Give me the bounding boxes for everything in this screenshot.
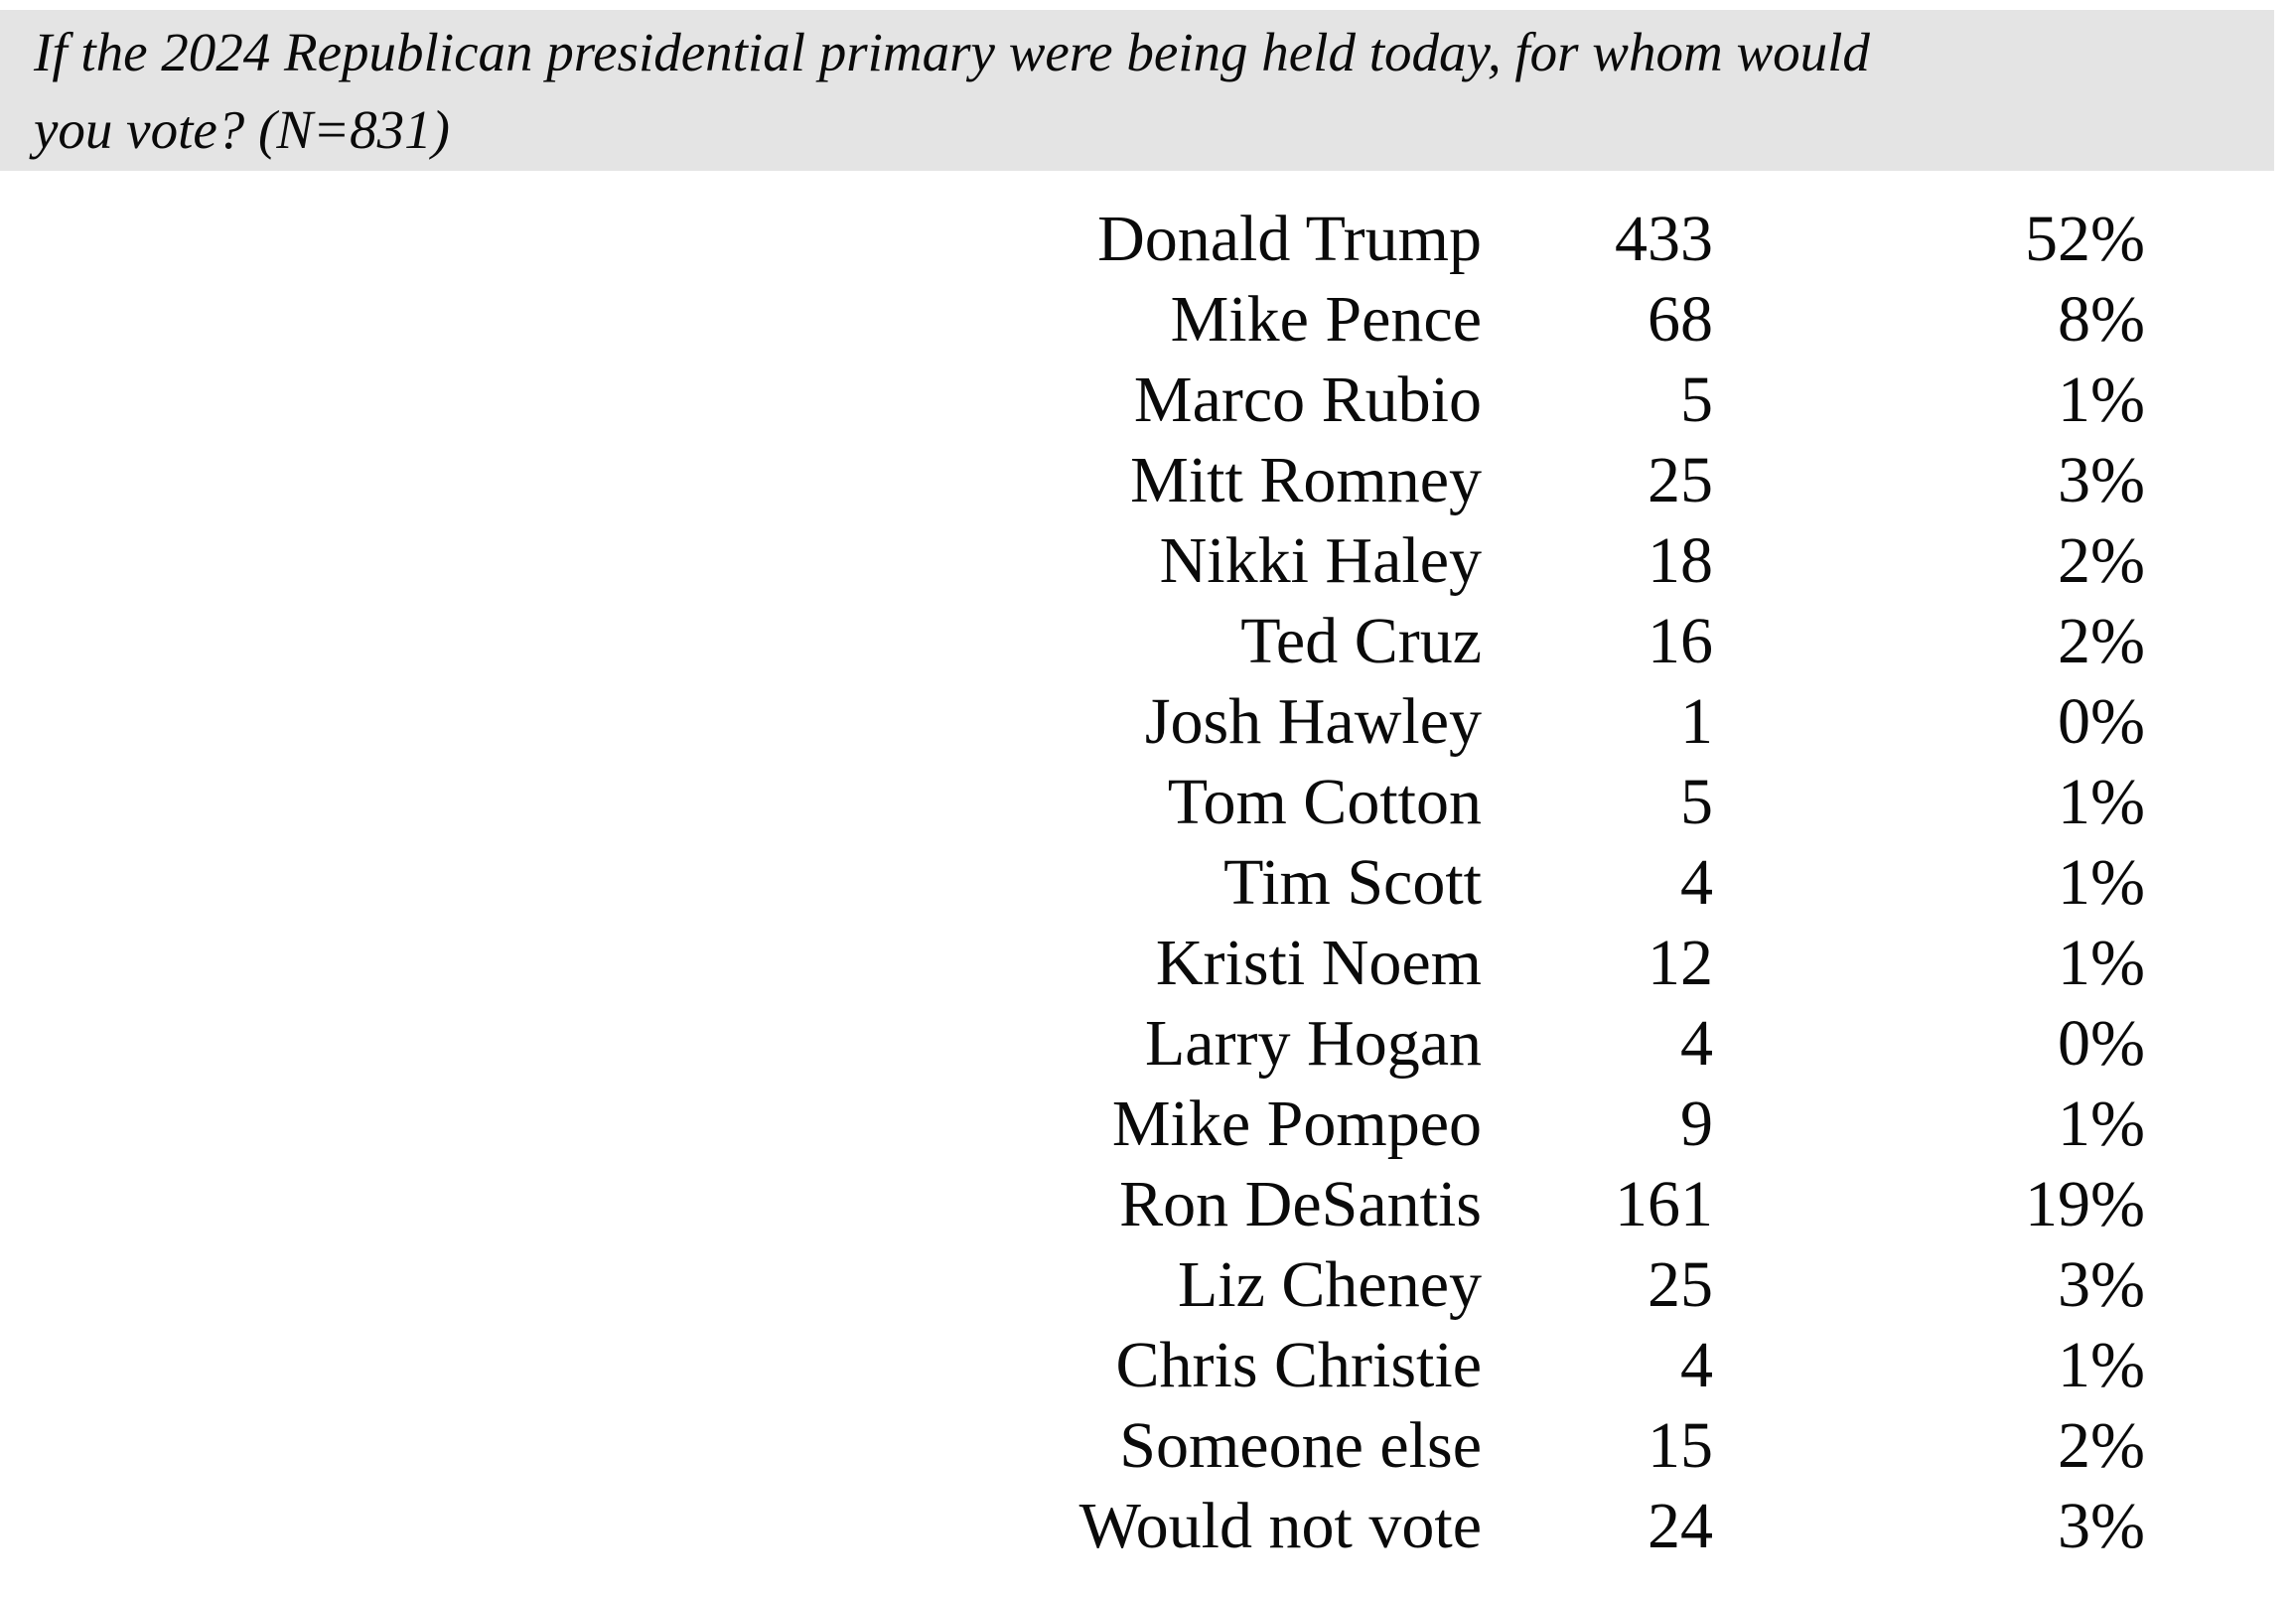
table-row: Tim Scott 4 1% [0,842,2145,923]
candidate-name: Would not vote [1078,1490,1482,1562]
table-row: Someone else 15 2% [0,1405,2145,1486]
candidate-name: Josh Hawley [1144,685,1482,758]
vote-count: 4 [1680,1329,1713,1401]
vote-percent: 2% [2058,605,2145,677]
candidate-name: Liz Cheney [1177,1248,1482,1321]
table-row: Josh Hawley 1 0% [0,681,2145,762]
vote-percent: 19% [2025,1168,2145,1240]
table-row: Larry Hogan 4 0% [0,1003,2145,1084]
results-table: Donald Trump 433 52% Mike Pence 68 8% Marco Ru… [0,199,2145,1566]
vote-count: 24 [1648,1490,1713,1562]
candidate-name: Chris Christie [1115,1329,1482,1401]
vote-count: 9 [1680,1088,1713,1160]
vote-percent: 52% [2025,203,2145,275]
vote-count: 25 [1648,444,1713,516]
vote-count: 68 [1648,283,1713,356]
vote-percent: 3% [2058,1248,2145,1321]
vote-count: 4 [1680,1007,1713,1080]
table-row: Liz Cheney 25 3% [0,1244,2145,1325]
table-row: Mike Pence 68 8% [0,279,2145,360]
vote-percent: 1% [2058,846,2145,919]
candidate-name: Someone else [1119,1409,1482,1482]
candidate-name: Ted Cruz [1240,605,1482,677]
vote-count: 5 [1680,766,1713,838]
vote-percent: 3% [2058,444,2145,516]
candidate-name: Nikki Haley [1159,524,1482,597]
vote-percent: 2% [2058,1409,2145,1482]
table-row: Mike Pompeo 9 1% [0,1084,2145,1164]
vote-count: 1 [1680,685,1713,758]
question-text-line1: If the 2024 Republican presidential prim… [34,22,1870,82]
candidate-name: Mike Pompeo [1111,1088,1482,1160]
vote-count: 12 [1648,927,1713,999]
vote-count: 16 [1648,605,1713,677]
candidate-name: Marco Rubio [1133,363,1482,436]
vote-count: 4 [1680,846,1713,919]
table-row: Donald Trump 433 52% [0,199,2145,279]
candidate-name: Larry Hogan [1144,1007,1482,1080]
table-row: Ted Cruz 16 2% [0,601,2145,681]
vote-count: 15 [1648,1409,1713,1482]
candidate-name: Mike Pence [1170,283,1482,356]
vote-count: 25 [1648,1248,1713,1321]
table-row: Kristi Noem 12 1% [0,923,2145,1003]
vote-percent: 0% [2058,1007,2145,1080]
vote-percent: 1% [2058,1088,2145,1160]
candidate-name: Donald Trump [1097,203,1482,275]
table-row: Chris Christie 4 1% [0,1325,2145,1405]
table-row: Nikki Haley 18 2% [0,520,2145,601]
vote-count: 18 [1648,524,1713,597]
candidate-name: Ron DeSantis [1119,1168,1482,1240]
vote-percent: 1% [2058,766,2145,838]
vote-count: 433 [1615,203,1713,275]
vote-percent: 0% [2058,685,2145,758]
table-row: Would not vote 24 3% [0,1486,2145,1566]
vote-percent: 8% [2058,283,2145,356]
candidate-name: Tom Cotton [1167,766,1482,838]
candidate-name: Tim Scott [1223,846,1482,919]
table-row: Ron DeSantis 161 19% [0,1164,2145,1244]
vote-percent: 1% [2058,363,2145,436]
vote-percent: 3% [2058,1490,2145,1562]
vote-percent: 1% [2058,927,2145,999]
vote-count: 5 [1680,363,1713,436]
candidate-name: Mitt Romney [1130,444,1482,516]
vote-count: 161 [1615,1168,1713,1240]
candidate-name: Kristi Noem [1155,927,1482,999]
question-banner: If the 2024 Republican presidential prim… [0,10,2274,171]
question-text-line2: you vote? (N=831) [34,99,450,160]
vote-percent: 1% [2058,1329,2145,1401]
table-row: Mitt Romney 25 3% [0,440,2145,520]
table-row: Marco Rubio 5 1% [0,360,2145,440]
vote-percent: 2% [2058,524,2145,597]
table-row: Tom Cotton 5 1% [0,762,2145,842]
